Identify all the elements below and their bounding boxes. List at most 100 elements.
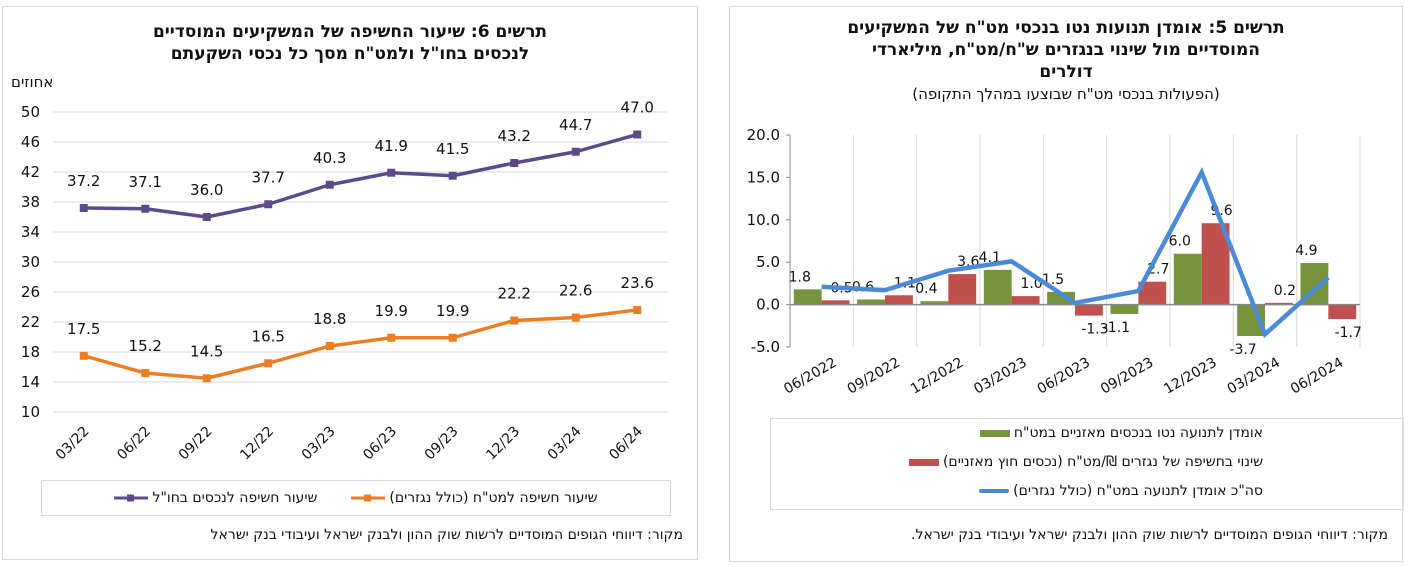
y-tick-label: 38	[21, 193, 40, 211]
data-label: 47.0	[621, 99, 654, 117]
data-point-marker	[202, 374, 211, 383]
x-tick-label: 06/24	[606, 423, 646, 463]
figure5-title-line1: תרשים 5: אומדן תנועות נטו בנכסי מט"ח של …	[847, 18, 1285, 38]
data-label: 22.2	[498, 285, 531, 303]
data-point-marker	[141, 204, 150, 213]
x-tick-label: 03/2023	[971, 355, 1029, 398]
data-label: 0.4	[915, 281, 937, 297]
derivatives-bar	[821, 300, 850, 305]
data-label: 37.1	[129, 173, 162, 191]
figure6-title-line2: לנכסים בחו"ל ולמט"ח מסך כל נכסי השקעתם	[170, 44, 530, 64]
legend-label: שינוי בחשיפה של נגזרים ₪/מט"ח (נכסים חוץ…	[942, 454, 1263, 470]
balance-sheet-bar	[857, 299, 885, 305]
y-tick-label: 5.0	[756, 253, 780, 271]
legend-item-balance-sheet: אומדן לתנועה נטו בנכסים מאזניים במט"ח	[979, 425, 1263, 441]
x-tick-label: 06/2022	[781, 355, 839, 398]
figure6-title-line1: תרשים 6: שיעור החשיפה של המשקיעים המוסדי…	[152, 22, 548, 42]
data-label: 41.9	[375, 137, 408, 155]
data-label: -3.7	[1229, 342, 1256, 358]
data-point-marker	[448, 171, 457, 180]
balance-sheet-bar	[1173, 253, 1202, 305]
data-point-marker	[202, 213, 211, 221]
x-tick-label: 06/2023	[1035, 355, 1093, 398]
x-tick-label: 09/22	[176, 424, 216, 464]
balance-sheet-bar	[793, 289, 822, 305]
data-point-marker	[141, 369, 150, 377]
figure5-title-line2: המוסדיים מול שינוי בנגזרים ש"ח/מט"ח, מיל…	[872, 40, 1260, 60]
fx-exposure-line	[83, 308, 638, 380]
y-axis-label: אחוזים	[11, 73, 53, 91]
data-point-marker	[448, 333, 457, 342]
y-tick-label: 15.0	[747, 168, 780, 186]
data-label: 23.6	[621, 274, 654, 292]
abroad-exposure-line	[83, 132, 638, 219]
x-tick-label: 09/2022	[845, 355, 903, 398]
blue-line-icon	[979, 489, 1010, 493]
data-point-marker	[325, 180, 334, 189]
legend-label: שיעור חשיפה למט"ח (כולל נגזרים)	[389, 490, 598, 506]
legend-label: אומדן לתנועה נטו בנכסים מאזניים במט"ח	[1013, 425, 1263, 441]
x-tick-label: 06/23	[360, 424, 400, 464]
derivatives-bar	[1075, 304, 1103, 316]
data-label: -1.7	[1335, 325, 1362, 341]
green-swatch-icon	[979, 429, 1010, 437]
data-point-marker	[571, 313, 580, 322]
balance-sheet-bar	[1110, 304, 1139, 314]
data-label: 41.5	[436, 140, 469, 158]
legend-item-derivatives: שינוי בחשיפה של נגזרים ₪/מט"ח (נכסים חוץ…	[908, 454, 1263, 470]
y-tick-label: 10	[21, 403, 40, 421]
data-label: 1.8	[789, 269, 811, 285]
y-tick-label: 30	[21, 253, 40, 271]
data-point-marker	[633, 130, 642, 139]
data-point-marker	[633, 306, 642, 314]
total-fx-line	[821, 166, 1330, 339]
red-swatch-icon	[908, 458, 939, 466]
figure5-subtitle: (הפעולות בנכסי מט"ח שבוצעו במהלך התקופה)	[912, 85, 1220, 103]
data-point-marker	[510, 316, 519, 325]
orange-line-marker-icon	[351, 494, 386, 502]
y-tick-label: 46	[21, 133, 40, 151]
derivatives-bar	[1328, 304, 1357, 320]
balance-sheet-bar	[983, 269, 1012, 305]
legend-item-abroad-exposure: שיעור חשיפה לנכסים בחו"ל	[114, 490, 317, 506]
x-tick-label: 03/24	[545, 423, 585, 463]
y-tick-label: 34	[21, 223, 40, 241]
figure5-chart: -5.00.05.010.015.020.01.80.6 0.44.11.5-1.…	[747, 126, 1362, 398]
data-label: 36.0	[190, 181, 223, 199]
y-tick-label: 42	[21, 163, 40, 181]
data-label: 19.9	[375, 302, 408, 320]
figure5-legend: אומדן לתנועה נטו בנכסים מאזניים במט"ח שי…	[770, 418, 1404, 510]
data-label: 37.2	[67, 172, 100, 190]
data-point-marker	[79, 351, 88, 360]
legend-label: שיעור חשיפה לנכסים בחו"ל	[152, 490, 318, 506]
figure6-source: מקור: דיווחי הגופים המוסדיים לרשות שוק ה…	[210, 527, 684, 543]
figure6-panel: תרשים 6: שיעור החשיפה של המשקיעים המוסדי…	[2, 6, 698, 560]
balance-sheet-bar	[920, 301, 949, 305]
figure6-chart: אחוזים 10 14 18 22 26 30 34 38 42 46 50 03/22 06/22 09…	[11, 73, 668, 464]
data-label: -1.1	[1103, 320, 1130, 336]
y-tick-label: 26	[21, 283, 40, 301]
data-label: 43.2	[498, 127, 531, 145]
derivatives-bar	[885, 295, 913, 305]
data-label: 37.7	[252, 168, 285, 186]
x-tick-label: 12/23	[483, 424, 523, 464]
figure5-source: מקור: דיווחי הגופים המוסדיים לרשות שוק ה…	[911, 527, 1388, 543]
data-label: 0.2	[1274, 283, 1296, 299]
x-tick-label: 03/2024	[1225, 355, 1283, 398]
legend-item-fx-exposure: שיעור חשיפה למט"ח (כולל נגזרים)	[351, 490, 598, 506]
derivatives-bar	[1138, 281, 1167, 305]
data-label: 15.2	[129, 337, 162, 355]
x-tick-label: 03/22	[53, 424, 93, 464]
data-label: 19.9	[436, 302, 469, 320]
y-tick-label: 10.0	[747, 211, 780, 229]
data-point-marker	[387, 333, 396, 342]
x-tick-label: 12/2023	[1161, 355, 1219, 398]
data-label: 44.7	[559, 116, 592, 134]
derivatives-bar	[948, 274, 977, 305]
x-tick-label: 09/2023	[1098, 355, 1156, 398]
legend-label: סה"כ אומדן לתנועה במט"ח (כולל נגזרים)	[1013, 483, 1263, 499]
data-point-marker	[264, 359, 273, 368]
figure6-legend: שיעור חשיפה למט"ח (כולל נגזרים) שיעור חש…	[41, 480, 671, 516]
data-point-marker	[571, 147, 580, 156]
data-label: 22.6	[559, 282, 592, 300]
